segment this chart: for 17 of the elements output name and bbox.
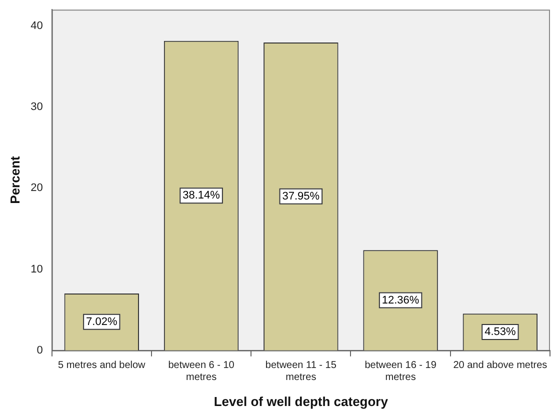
data-label: 37.95%: [282, 190, 320, 202]
data-label: 7.02%: [86, 316, 118, 328]
x-tick-label: between 11 - 15 metres: [265, 360, 337, 384]
y-tick-label: 10: [30, 263, 43, 276]
x-tick-label: 20 and above metres: [453, 360, 548, 372]
x-tick-label: between 6 - 10 metres: [168, 360, 235, 384]
data-label: 38.14%: [182, 190, 220, 202]
data-label: 12.36%: [382, 294, 420, 306]
y-tick-label: 0: [36, 344, 43, 356]
data-label: 4.53%: [484, 326, 516, 338]
y-tick-label: 20: [30, 182, 43, 194]
y-tick-label: 40: [30, 20, 43, 32]
x-tick-label: between 16 - 19 metres: [364, 360, 437, 384]
y-axis-title: Percent: [7, 155, 22, 204]
x-axis-title: Level of well depth category: [214, 394, 389, 409]
y-tick-label: 30: [30, 101, 43, 114]
x-tick-label: 5 metres and below: [58, 360, 146, 372]
